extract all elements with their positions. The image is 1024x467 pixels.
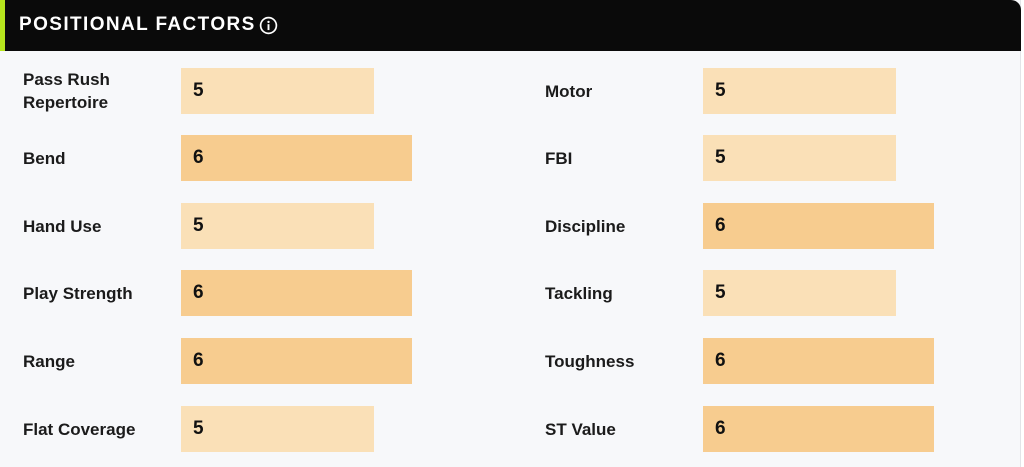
factor-value-bar: 5: [703, 68, 896, 114]
factor-value-bar: 6: [703, 406, 934, 452]
factor-row: Tackling 5: [545, 270, 943, 316]
factor-label: Pass Rush Repertoire: [23, 70, 110, 112]
factor-label: FBI: [545, 148, 573, 168]
factor-value-bar: 6: [181, 135, 412, 181]
factor-label: Motor: [545, 81, 593, 101]
factor-label: Toughness: [545, 351, 635, 371]
factor-value-bar: 6: [181, 270, 412, 316]
factor-value-bar: 5: [181, 406, 374, 452]
factor-row: ST Value 6: [545, 406, 943, 452]
factor-row: Bend 6: [23, 135, 421, 181]
factor-label: Bend: [23, 148, 66, 168]
factor-value-bar: 5: [181, 68, 374, 114]
factor-row: Flat Coverage 5: [23, 406, 421, 452]
factor-row: Hand Use 5: [23, 203, 421, 249]
panel-title: POSITIONAL FACTORS: [19, 14, 256, 35]
factor-label: Range: [23, 351, 75, 371]
factor-row: Discipline 6: [545, 203, 943, 249]
factor-label: Tackling: [545, 283, 613, 303]
factor-value-bar: 5: [181, 203, 374, 249]
factor-value-bar: 5: [703, 270, 896, 316]
info-icon[interactable]: [259, 16, 278, 35]
factor-row: Motor 5: [545, 68, 943, 114]
factor-label: Hand Use: [23, 216, 102, 236]
factor-row: Play Strength 6: [23, 270, 421, 316]
factor-label: Play Strength: [23, 283, 133, 303]
factor-value-bar: 6: [181, 338, 412, 384]
factor-label: Flat Coverage: [23, 419, 136, 439]
header-accent-stripe: [0, 0, 5, 51]
factor-value-bar: 6: [703, 338, 934, 384]
factor-row: Pass Rush Repertoire 5: [23, 68, 421, 114]
factor-value-bar: 5: [703, 135, 896, 181]
factor-row: FBI 5: [545, 135, 943, 181]
panel-header: POSITIONAL FACTORS: [0, 0, 1021, 51]
factor-row: Toughness 6: [545, 338, 943, 384]
factor-label: Discipline: [545, 216, 626, 236]
factor-value-bar: 6: [703, 203, 934, 249]
factor-label: ST Value: [545, 419, 616, 439]
factor-row: Range 6: [23, 338, 421, 384]
